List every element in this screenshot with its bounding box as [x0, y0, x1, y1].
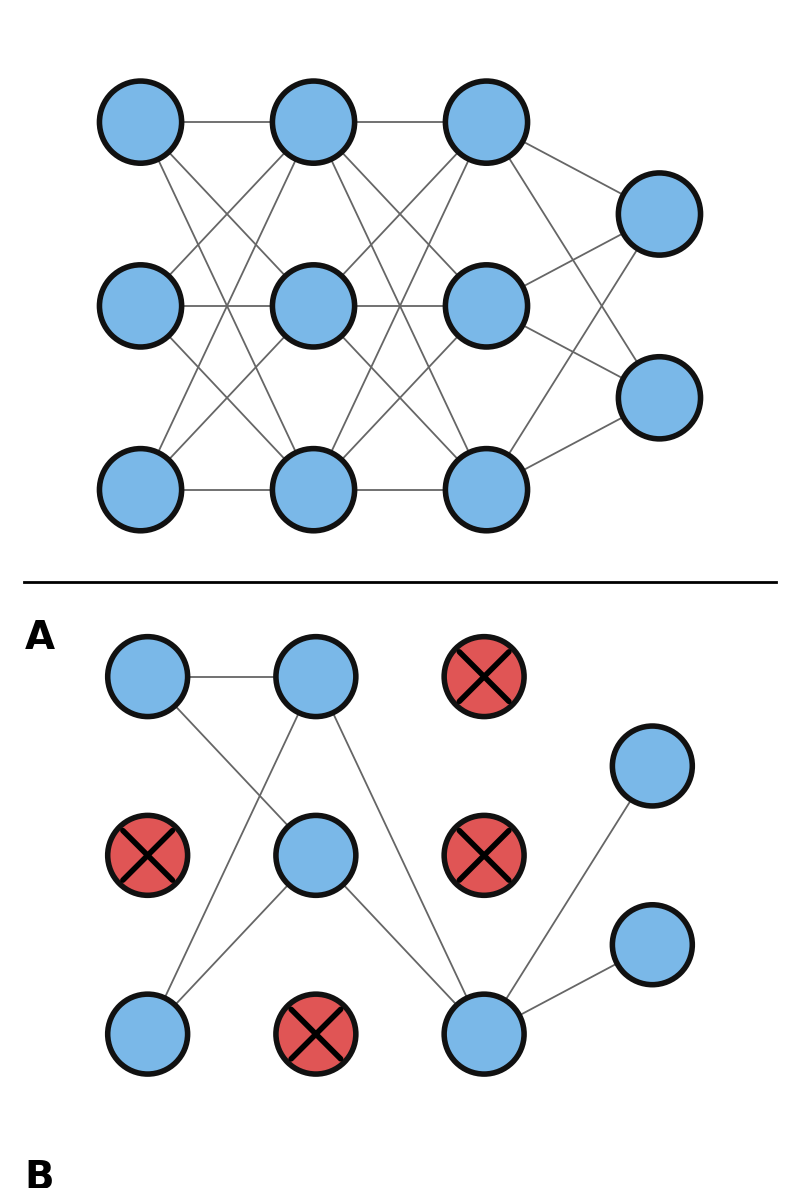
Circle shape — [276, 815, 356, 896]
Circle shape — [612, 905, 692, 985]
Circle shape — [618, 356, 701, 438]
Circle shape — [273, 81, 354, 163]
Circle shape — [444, 994, 524, 1074]
Text: B: B — [25, 1158, 54, 1188]
Circle shape — [108, 637, 188, 716]
Circle shape — [99, 449, 182, 531]
Circle shape — [276, 994, 356, 1074]
Circle shape — [444, 637, 524, 716]
Text: A: A — [25, 619, 54, 657]
Circle shape — [444, 815, 524, 896]
Circle shape — [99, 265, 182, 347]
Circle shape — [612, 726, 692, 805]
Circle shape — [618, 173, 701, 255]
Circle shape — [99, 81, 182, 163]
Circle shape — [273, 265, 354, 347]
Circle shape — [446, 81, 527, 163]
Circle shape — [446, 265, 527, 347]
Circle shape — [273, 449, 354, 531]
Circle shape — [276, 637, 356, 716]
Circle shape — [108, 815, 188, 896]
Circle shape — [446, 449, 527, 531]
Circle shape — [108, 994, 188, 1074]
